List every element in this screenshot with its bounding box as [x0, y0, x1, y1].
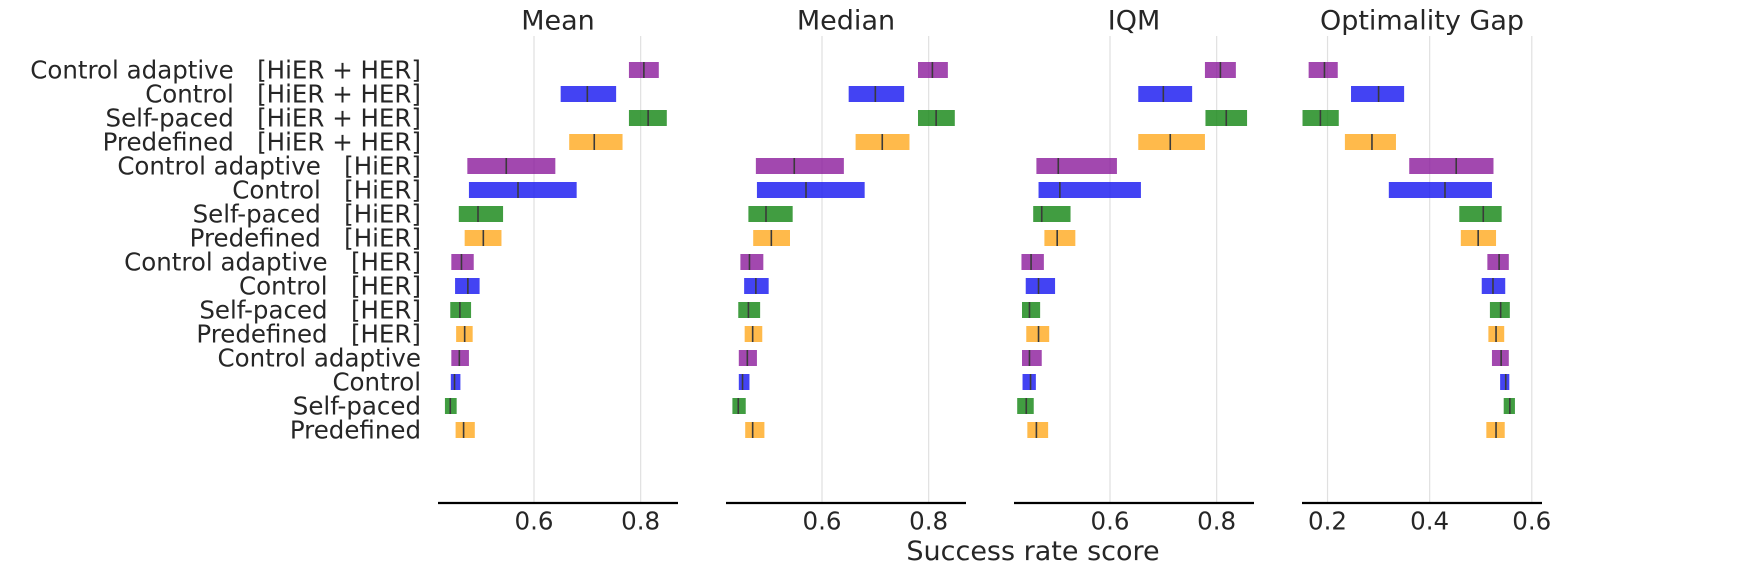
tick-label: 0.6 — [803, 507, 842, 536]
interval-bar — [569, 134, 623, 150]
category-label: Control adaptive [HER] — [124, 248, 421, 277]
tick-label: 0.8 — [909, 507, 948, 536]
interval-bar — [1409, 158, 1494, 174]
interval-bar — [1138, 86, 1193, 102]
interval-bar — [1308, 62, 1338, 78]
interval-bar — [451, 350, 469, 366]
interval-bar — [1021, 254, 1044, 270]
interval-bar — [1027, 422, 1049, 438]
interval-bar — [1138, 134, 1205, 150]
interval-bar — [748, 206, 793, 222]
interval-bar — [1459, 206, 1502, 222]
tick-label: 0.8 — [621, 507, 660, 536]
panel-title: Optimality Gap — [1320, 6, 1524, 37]
panel-median: Median 0.6 0.8 — [726, 6, 966, 536]
tick-label: 0.8 — [1197, 507, 1236, 536]
category-label: Self-paced [HiER + HER] — [106, 104, 421, 133]
panel-iqm: IQM 0.6 0.8 — [1014, 6, 1254, 536]
tick-label: 0.2 — [1308, 507, 1347, 536]
category-label: Self-paced [HiER] — [193, 200, 421, 229]
category-label: Predefined [HiER] — [190, 224, 421, 253]
category-label: Control [HER] — [239, 272, 421, 301]
interval-bar — [1351, 86, 1405, 102]
interval-bar — [1344, 134, 1396, 150]
panel-mean: Mean 0.6 0.8 — [438, 6, 678, 536]
interval-bar — [1022, 374, 1036, 390]
category-label: Self-paced [HER] — [199, 296, 421, 325]
x-axis-label: Success rate score — [906, 536, 1159, 567]
interval-bar — [755, 158, 844, 174]
category-label: Predefined — [290, 416, 421, 445]
interval-bar — [1033, 206, 1071, 222]
interval-bar — [455, 422, 475, 438]
panel-title: Mean — [521, 6, 595, 37]
category-label: Control adaptive [HiER] — [117, 152, 421, 181]
tick-label: 0.6 — [515, 507, 554, 536]
tick-label: 0.6 — [1512, 507, 1551, 536]
tick-label: 0.6 — [1091, 507, 1130, 536]
interval-bar — [1044, 230, 1076, 246]
category-label: Control adaptive — [218, 344, 421, 373]
interval-bar — [848, 86, 905, 102]
interval-bar — [1487, 254, 1509, 270]
interval-bar — [1022, 350, 1042, 366]
category-label: Control [HiER] — [232, 176, 421, 205]
interval-bar — [450, 374, 461, 390]
category-label: Predefined [HER] — [196, 320, 421, 349]
category-labels: Control adaptive [HiER + HER]Control [Hi… — [30, 56, 421, 445]
interval-bar — [740, 254, 764, 270]
tick-label: 0.4 — [1410, 507, 1449, 536]
interval-bar — [467, 158, 556, 174]
interval-bar — [738, 374, 750, 390]
interval-bar — [468, 182, 577, 198]
panels: Mean 0.6 0.8 Median 0.6 0.8 IQM 0.6 0.8 Optimalit… — [438, 6, 1551, 536]
interval-bar — [458, 206, 504, 222]
category-label: Control adaptive [HiER + HER] — [30, 56, 421, 85]
interval-bar — [1025, 278, 1056, 294]
interval-bar — [756, 182, 865, 198]
interval-bar — [1022, 302, 1041, 318]
panel-optimality-gap: Optimality Gap 0.2 0.4 0.6 — [1302, 6, 1551, 536]
interval-bar — [1036, 158, 1117, 174]
category-label: Self-paced — [293, 392, 421, 421]
interval-bar — [1500, 374, 1510, 390]
interval-bar — [1038, 182, 1141, 198]
interval-bar — [745, 422, 765, 438]
interval-bar — [451, 254, 474, 270]
interval-bar — [1388, 182, 1492, 198]
interval-bar — [560, 86, 617, 102]
panel-title: Median — [797, 6, 895, 37]
category-label: Control — [332, 368, 421, 397]
category-label: Predefined [HiER + HER] — [103, 128, 421, 157]
category-label: Control [HiER + HER] — [145, 80, 421, 109]
panel-title: IQM — [1108, 6, 1161, 37]
